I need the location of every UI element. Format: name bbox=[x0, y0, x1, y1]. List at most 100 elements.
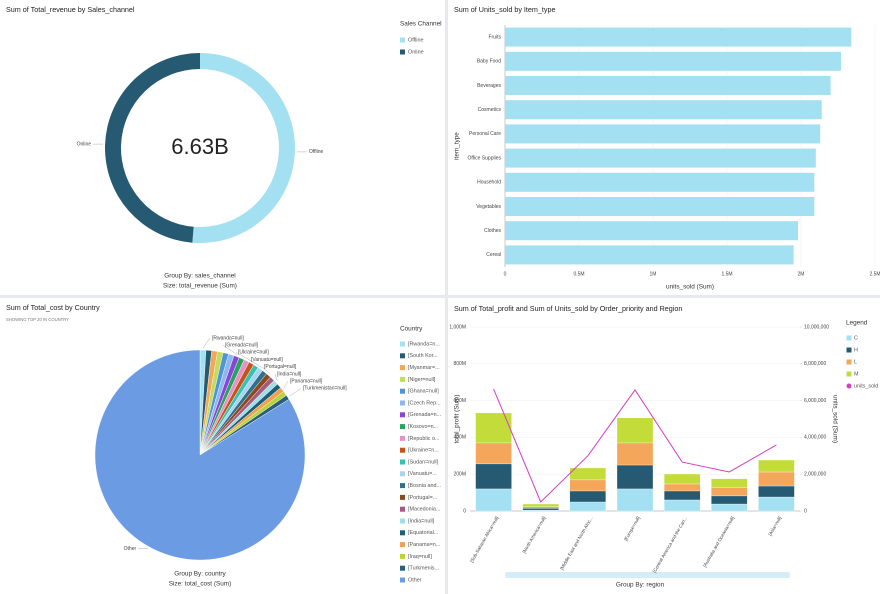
bar-segment bbox=[711, 487, 748, 497]
x-tick-label: 1.5M bbox=[721, 271, 732, 277]
slice-label: [Vanuatu=null] bbox=[251, 357, 283, 363]
legend-label: [Sudan=null] bbox=[408, 459, 439, 465]
legend-label: [Equatorial... bbox=[408, 530, 438, 536]
legend-label: [India=null] bbox=[408, 518, 435, 524]
bar bbox=[505, 100, 822, 120]
y-tick-label: Personal Care bbox=[469, 131, 501, 137]
legend-label: [Panama=n... bbox=[408, 542, 440, 548]
bar-segment bbox=[475, 412, 512, 444]
bar bbox=[505, 51, 841, 71]
slice-label: [Turkmenistan=null] bbox=[303, 386, 347, 392]
size-label: Size: total_revenue (Sum) bbox=[163, 283, 237, 290]
y2-tick-label: 6,000,000 bbox=[804, 398, 826, 404]
legend-title: Sales Channel bbox=[400, 21, 442, 28]
slice-label: Other bbox=[124, 546, 137, 552]
slice-label: [India=null] bbox=[277, 371, 302, 377]
slice bbox=[192, 53, 295, 243]
leader-line bbox=[283, 381, 289, 389]
legend-swatch bbox=[400, 483, 405, 489]
bar-segment bbox=[522, 506, 559, 509]
legend-swatch bbox=[400, 471, 405, 477]
leader-line bbox=[222, 345, 238, 355]
bar-segment bbox=[569, 479, 607, 492]
scrollbar[interactable] bbox=[505, 572, 790, 578]
legend-label: [Niger=null] bbox=[408, 377, 436, 383]
bar bbox=[505, 221, 799, 241]
y-tick-label: Cosmetics bbox=[478, 107, 502, 113]
legend-label: [Portugal=... bbox=[408, 495, 437, 501]
legend-swatch bbox=[400, 494, 405, 500]
legend-label: [Macedonia... bbox=[408, 507, 440, 513]
bar bbox=[505, 76, 831, 95]
legend-swatch bbox=[846, 383, 852, 389]
x-tick-label: 2M bbox=[798, 271, 805, 277]
bar-segment bbox=[569, 467, 607, 481]
legend-label: units_sold bbox=[854, 383, 878, 389]
legend-label: [Czech Rep... bbox=[408, 400, 441, 406]
legend-swatch bbox=[400, 553, 405, 559]
legend-label: Online bbox=[408, 49, 424, 55]
legend-label: [Republic o... bbox=[408, 436, 439, 442]
slice-label: [Panama=null] bbox=[290, 379, 323, 385]
y-tick-label: Fruits bbox=[489, 34, 502, 40]
legend-swatch bbox=[400, 376, 405, 382]
slice-label: Online bbox=[77, 141, 92, 147]
y-axis-title: total_profit (Sum) bbox=[454, 394, 461, 443]
legend-label: [Iraq=null] bbox=[408, 554, 432, 560]
y-tick-label: 200M bbox=[453, 472, 466, 478]
y2-tick-label: 0 bbox=[804, 508, 807, 514]
legend-label: [Kosovo=n... bbox=[408, 424, 438, 430]
y-tick-label: Cereal bbox=[486, 252, 501, 258]
legend-label: [Vanuatu=... bbox=[408, 471, 437, 477]
y2-axis-title: units_sold (Sum) bbox=[831, 395, 838, 443]
x-tick-label: 0 bbox=[504, 271, 507, 277]
chart-title: Sum of Units_sold by Item_type bbox=[454, 5, 555, 14]
bar-segment bbox=[663, 490, 701, 501]
legend-swatch bbox=[400, 424, 405, 430]
y2-tick-label: 4,000,000 bbox=[804, 435, 826, 441]
chart-title: Sum of Total_revenue by Sales_channel bbox=[6, 5, 135, 14]
y-tick-label: 600M bbox=[453, 398, 466, 404]
chart-subtitle: SHOWING TOP 20 IN COUNTRY bbox=[6, 317, 69, 322]
legend-swatch bbox=[400, 341, 405, 347]
legend-label: [Grenada=n... bbox=[408, 412, 441, 418]
legend-label: Other bbox=[408, 577, 422, 583]
bar-segment bbox=[616, 464, 654, 490]
bar-segment bbox=[475, 488, 512, 512]
legend-swatch bbox=[846, 335, 852, 341]
legend-label: [Ukraine=n... bbox=[408, 448, 439, 454]
slice-label: [Portugal=null] bbox=[264, 364, 297, 370]
legend-swatch bbox=[400, 459, 405, 465]
legend-swatch bbox=[400, 365, 405, 371]
legend-swatch bbox=[400, 353, 405, 359]
panel bbox=[448, 298, 880, 594]
bar-segment bbox=[616, 417, 654, 444]
legend-label: H bbox=[854, 347, 858, 353]
bar-segment bbox=[758, 485, 795, 498]
leader-line bbox=[261, 366, 270, 375]
legend-swatch bbox=[400, 435, 405, 441]
legend-swatch bbox=[846, 371, 852, 377]
legend-label: [Bosnia and... bbox=[408, 483, 441, 489]
leader-line bbox=[202, 337, 211, 349]
y2-tick-label: 8,000,000 bbox=[804, 361, 826, 367]
legend-swatch bbox=[400, 506, 405, 512]
legend-label: [Turkmenis... bbox=[408, 566, 439, 572]
y-tick-label: 800M bbox=[453, 361, 466, 367]
y-tick-label: Beverages bbox=[477, 83, 501, 89]
legend-swatch bbox=[846, 359, 852, 365]
bar-segment bbox=[711, 495, 748, 505]
leader-line bbox=[274, 373, 278, 381]
slice-label: [Ukraine=null] bbox=[238, 350, 269, 356]
y-tick-label: 1,000M bbox=[449, 324, 466, 330]
y-axis-title: item_type bbox=[454, 132, 461, 160]
legend-label: M bbox=[854, 371, 859, 377]
y-tick-label: Vegetables bbox=[476, 204, 501, 210]
y2-tick-label: 2,000,000 bbox=[804, 472, 826, 478]
legend-swatch bbox=[400, 412, 405, 418]
legend-label: [Ghana=null] bbox=[408, 389, 439, 395]
legend-label: Offline bbox=[408, 37, 423, 43]
legend-label: [Rwanda=n... bbox=[408, 341, 440, 347]
group-by: Group By: sales_channel bbox=[164, 273, 235, 280]
